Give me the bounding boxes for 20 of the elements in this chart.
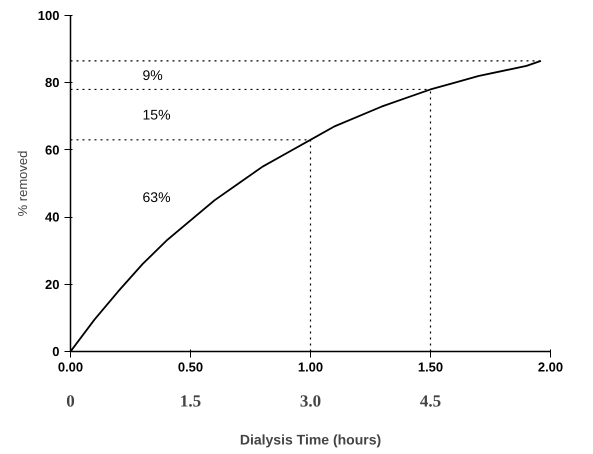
x-tick-label: 2.00 <box>538 360 564 374</box>
x-tick-label: 1.50 <box>418 360 444 374</box>
x2-tick-label: 1.5 <box>180 392 202 410</box>
annotation: 15% <box>142 106 171 123</box>
annotation: 9% <box>142 67 163 84</box>
x2-tick-label: 4.5 <box>420 392 442 410</box>
annotation: 63% <box>142 188 171 205</box>
x2-tick-label: 3.0 <box>300 392 322 410</box>
y-tick-label: 20 <box>45 276 60 292</box>
y-tick-label: 80 <box>45 75 60 90</box>
x2-tick-label: 0 <box>66 392 75 410</box>
y-tick-label: 0 <box>52 344 60 359</box>
x-tick-label: 1.00 <box>298 360 324 374</box>
x-axis-title: Dialysis Time (hours) <box>240 432 382 448</box>
y-tick-label: 40 <box>45 210 60 225</box>
x-tick-label: 0.00 <box>58 360 84 374</box>
y-tick-label: 60 <box>45 142 60 158</box>
x-tick-label: 0.50 <box>178 360 204 374</box>
y-tick-label: 100 <box>38 8 60 23</box>
y-axis-title: % removed <box>14 150 30 216</box>
